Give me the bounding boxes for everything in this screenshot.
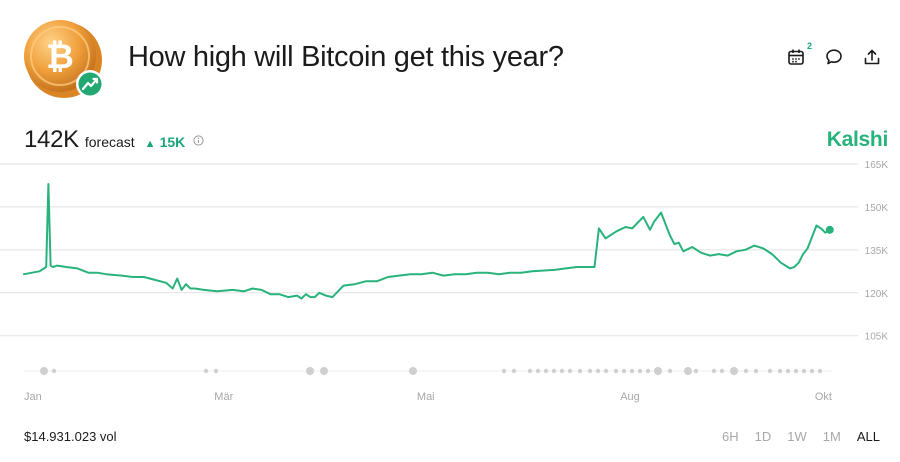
brand-logo: Kalshi — [826, 128, 889, 151]
triangle-up-icon: ▲ — [144, 138, 156, 150]
event-dot — [40, 367, 48, 375]
event-dot — [809, 368, 815, 374]
volume-label: $14.931.023 vol — [24, 429, 117, 444]
event-dot — [306, 367, 314, 375]
event-dot — [711, 368, 717, 374]
event-dot — [621, 368, 627, 374]
x-tick-label: Okt — [815, 391, 832, 403]
forecast-chart[interactable]: 165K 150K 135K 120K 105K Jan Mär Mai Aug Okt — [0, 152, 900, 414]
event-dot — [213, 368, 219, 374]
event-dot — [559, 368, 565, 374]
event-dot — [801, 368, 807, 374]
event-dot — [535, 368, 541, 374]
event-markers — [24, 367, 832, 375]
event-dot — [51, 368, 57, 374]
chart-grid — [0, 163, 858, 337]
event-dot — [777, 368, 783, 374]
forecast-stats: 142K forecast ▲ 15K — [24, 126, 204, 154]
event-dot — [693, 368, 699, 374]
comment-button[interactable] — [824, 46, 844, 68]
event-dot — [409, 367, 417, 375]
range-all-button[interactable]: ALL — [856, 429, 880, 444]
event-dot — [527, 368, 533, 374]
event-dot — [645, 368, 651, 374]
svg-text:₿: ₿ — [46, 37, 74, 77]
calendar-icon — [788, 49, 804, 65]
calendar-button[interactable]: 2 — [786, 41, 812, 68]
share-button[interactable] — [862, 46, 882, 68]
series-line — [23, 183, 831, 300]
event-dot — [577, 368, 583, 374]
event-dot — [551, 368, 557, 374]
x-tick-label: Mai — [417, 391, 435, 403]
series-end-point — [825, 225, 834, 234]
x-axis-ticks: Jan Mär Mai Aug Okt — [24, 391, 832, 403]
event-dot — [817, 368, 823, 374]
bitcoin-logo-icon: ₿ — [24, 20, 104, 98]
event-dot — [753, 368, 759, 374]
event-dot — [511, 368, 517, 374]
event-dot — [654, 367, 662, 375]
header-actions: 2 — [786, 41, 882, 68]
event-dot — [587, 368, 593, 374]
y-tick-label: 105K — [865, 332, 889, 343]
x-tick-label: Jan — [24, 391, 42, 403]
event-dot — [203, 368, 209, 374]
event-dot — [543, 368, 549, 374]
y-axis-ticks: 165K 150K 135K 120K 105K — [865, 160, 889, 343]
forecast-value: 142K — [24, 126, 79, 153]
event-dot — [785, 368, 791, 374]
y-tick-label: 165K — [865, 160, 889, 171]
event-dot — [603, 368, 609, 374]
event-dot — [684, 367, 692, 375]
event-dot — [320, 367, 328, 375]
event-dot — [501, 368, 507, 374]
event-dot — [719, 368, 725, 374]
event-dot — [667, 368, 673, 374]
share-icon — [864, 49, 880, 65]
calendar-badge: 2 — [806, 41, 812, 51]
forecast-label: forecast — [84, 134, 135, 150]
range-1m-button[interactable]: 1M — [822, 429, 841, 444]
range-1d-button[interactable]: 1D — [754, 429, 772, 444]
y-tick-label: 120K — [865, 289, 889, 300]
x-tick-label: Mär — [214, 391, 233, 403]
x-tick-label: Aug — [620, 391, 640, 403]
event-dot — [567, 368, 573, 374]
event-dot — [743, 368, 749, 374]
y-tick-label: 150K — [865, 203, 889, 214]
event-dot — [629, 368, 635, 374]
range-1w-button[interactable]: 1W — [787, 429, 807, 444]
event-dot — [613, 368, 619, 374]
y-tick-label: 135K — [865, 246, 889, 257]
range-6h-button[interactable]: 6H — [722, 429, 739, 444]
chart-series — [23, 183, 834, 300]
page-title: How high will Bitcoin get this year? — [128, 41, 564, 73]
comment-icon — [826, 49, 842, 65]
info-icon[interactable] — [193, 134, 204, 146]
event-dot — [730, 367, 738, 375]
forecast-delta: ▲ 15K — [145, 134, 186, 150]
event-dot — [793, 368, 799, 374]
event-dot — [637, 368, 643, 374]
time-range-selector: 6H 1D 1W 1M ALL — [722, 429, 880, 444]
trending-up-icon — [76, 70, 104, 98]
event-dot — [767, 368, 773, 374]
delta-value: 15K — [159, 134, 186, 150]
event-dot — [595, 368, 601, 374]
